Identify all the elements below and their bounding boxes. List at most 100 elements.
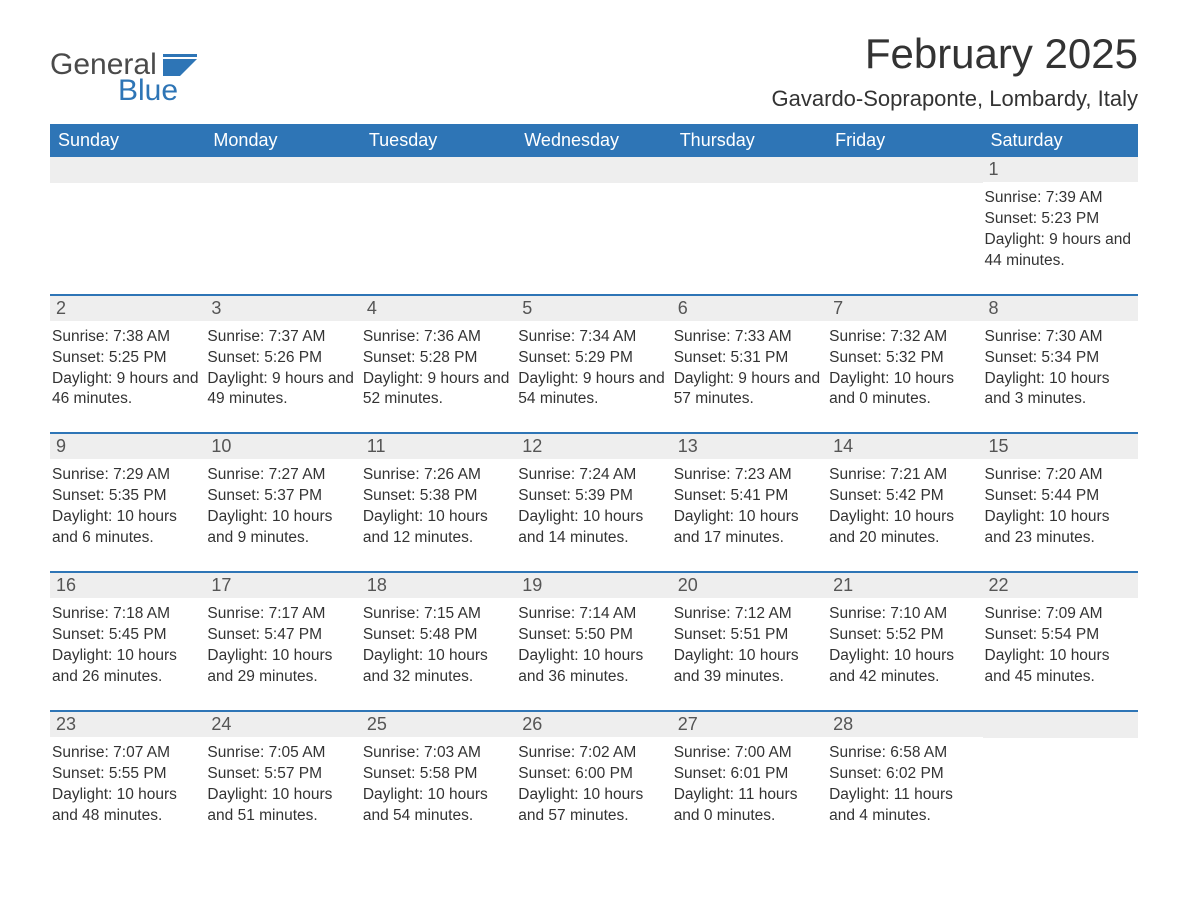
day-number [983, 712, 1138, 738]
sunrise-text: Sunrise: 7:05 AM [207, 743, 356, 764]
day-number: 3 [205, 296, 360, 321]
daylight-text: Daylight: 10 hours and 42 minutes. [829, 646, 978, 688]
sunset-text: Sunset: 5:52 PM [829, 625, 978, 646]
week-row: 16Sunrise: 7:18 AMSunset: 5:45 PMDayligh… [50, 571, 1138, 688]
sunset-text: Sunset: 5:51 PM [674, 625, 823, 646]
day-cell: 19Sunrise: 7:14 AMSunset: 5:50 PMDayligh… [516, 573, 671, 688]
weekday-header: Wednesday [516, 124, 671, 157]
day-number: 19 [516, 573, 671, 598]
day-cell: 17Sunrise: 7:17 AMSunset: 5:47 PMDayligh… [205, 573, 360, 688]
day-number: 25 [361, 712, 516, 737]
sunset-text: Sunset: 5:28 PM [363, 348, 512, 369]
day-cell [516, 157, 671, 272]
day-number: 5 [516, 296, 671, 321]
sunrise-text: Sunrise: 7:02 AM [518, 743, 667, 764]
weeks-container: 1Sunrise: 7:39 AMSunset: 5:23 PMDaylight… [50, 157, 1138, 826]
day-details: Sunrise: 7:36 AMSunset: 5:28 PMDaylight:… [361, 321, 516, 411]
location-subtitle: Gavardo-Sopraponte, Lombardy, Italy [772, 86, 1138, 112]
day-details: Sunrise: 7:15 AMSunset: 5:48 PMDaylight:… [361, 598, 516, 688]
weekday-header: Monday [205, 124, 360, 157]
day-number [516, 157, 671, 183]
sunset-text: Sunset: 5:55 PM [52, 764, 201, 785]
day-number: 1 [983, 157, 1138, 182]
day-details: Sunrise: 7:32 AMSunset: 5:32 PMDaylight:… [827, 321, 982, 411]
day-details: Sunrise: 7:12 AMSunset: 5:51 PMDaylight:… [672, 598, 827, 688]
sunrise-text: Sunrise: 7:32 AM [829, 327, 978, 348]
sunset-text: Sunset: 5:45 PM [52, 625, 201, 646]
day-number: 20 [672, 573, 827, 598]
weekday-header: Saturday [983, 124, 1138, 157]
sunset-text: Sunset: 5:37 PM [207, 486, 356, 507]
day-details: Sunrise: 7:07 AMSunset: 5:55 PMDaylight:… [50, 737, 205, 827]
day-number [50, 157, 205, 183]
day-details: Sunrise: 7:39 AMSunset: 5:23 PMDaylight:… [983, 182, 1138, 272]
day-details: Sunrise: 7:33 AMSunset: 5:31 PMDaylight:… [672, 321, 827, 411]
day-number: 6 [672, 296, 827, 321]
week-row: 23Sunrise: 7:07 AMSunset: 5:55 PMDayligh… [50, 710, 1138, 827]
sunrise-text: Sunrise: 7:30 AM [985, 327, 1134, 348]
day-details: Sunrise: 7:24 AMSunset: 5:39 PMDaylight:… [516, 459, 671, 549]
sunrise-text: Sunrise: 7:34 AM [518, 327, 667, 348]
day-number [361, 157, 516, 183]
sunrise-text: Sunrise: 7:36 AM [363, 327, 512, 348]
day-details: Sunrise: 7:34 AMSunset: 5:29 PMDaylight:… [516, 321, 671, 411]
day-number: 10 [205, 434, 360, 459]
daylight-text: Daylight: 11 hours and 0 minutes. [674, 785, 823, 827]
day-number: 28 [827, 712, 982, 737]
sunrise-text: Sunrise: 7:12 AM [674, 604, 823, 625]
sunset-text: Sunset: 5:50 PM [518, 625, 667, 646]
day-cell: 15Sunrise: 7:20 AMSunset: 5:44 PMDayligh… [983, 434, 1138, 549]
day-details: Sunrise: 7:38 AMSunset: 5:25 PMDaylight:… [50, 321, 205, 411]
day-number: 11 [361, 434, 516, 459]
day-number: 12 [516, 434, 671, 459]
day-number: 8 [983, 296, 1138, 321]
sunset-text: Sunset: 5:54 PM [985, 625, 1134, 646]
sunset-text: Sunset: 5:47 PM [207, 625, 356, 646]
daylight-text: Daylight: 10 hours and 3 minutes. [985, 369, 1134, 411]
day-cell [361, 157, 516, 272]
day-number: 4 [361, 296, 516, 321]
day-number: 21 [827, 573, 982, 598]
daylight-text: Daylight: 10 hours and 57 minutes. [518, 785, 667, 827]
day-details: Sunrise: 7:03 AMSunset: 5:58 PMDaylight:… [361, 737, 516, 827]
sunrise-text: Sunrise: 7:03 AM [363, 743, 512, 764]
brand-logo: General Blue [50, 48, 197, 108]
day-details: Sunrise: 7:21 AMSunset: 5:42 PMDaylight:… [827, 459, 982, 549]
daylight-text: Daylight: 10 hours and 26 minutes. [52, 646, 201, 688]
sunset-text: Sunset: 5:44 PM [985, 486, 1134, 507]
sunset-text: Sunset: 6:02 PM [829, 764, 978, 785]
day-cell: 6Sunrise: 7:33 AMSunset: 5:31 PMDaylight… [672, 296, 827, 411]
day-cell: 24Sunrise: 7:05 AMSunset: 5:57 PMDayligh… [205, 712, 360, 827]
day-cell: 27Sunrise: 7:00 AMSunset: 6:01 PMDayligh… [672, 712, 827, 827]
day-number: 22 [983, 573, 1138, 598]
sunset-text: Sunset: 5:35 PM [52, 486, 201, 507]
day-cell: 4Sunrise: 7:36 AMSunset: 5:28 PMDaylight… [361, 296, 516, 411]
weekday-header-row: Sunday Monday Tuesday Wednesday Thursday… [50, 124, 1138, 157]
day-cell [50, 157, 205, 272]
sunrise-text: Sunrise: 7:24 AM [518, 465, 667, 486]
day-number: 7 [827, 296, 982, 321]
daylight-text: Daylight: 10 hours and 48 minutes. [52, 785, 201, 827]
sunset-text: Sunset: 5:58 PM [363, 764, 512, 785]
brand-flag-icon [163, 54, 197, 76]
day-number: 15 [983, 434, 1138, 459]
day-cell: 23Sunrise: 7:07 AMSunset: 5:55 PMDayligh… [50, 712, 205, 827]
sunset-text: Sunset: 5:23 PM [985, 209, 1134, 230]
sunset-text: Sunset: 6:01 PM [674, 764, 823, 785]
daylight-text: Daylight: 10 hours and 51 minutes. [207, 785, 356, 827]
week-row: 9Sunrise: 7:29 AMSunset: 5:35 PMDaylight… [50, 432, 1138, 549]
day-number: 18 [361, 573, 516, 598]
sunset-text: Sunset: 5:29 PM [518, 348, 667, 369]
day-cell: 18Sunrise: 7:15 AMSunset: 5:48 PMDayligh… [361, 573, 516, 688]
day-details: Sunrise: 7:05 AMSunset: 5:57 PMDaylight:… [205, 737, 360, 827]
sunrise-text: Sunrise: 7:15 AM [363, 604, 512, 625]
weekday-header: Thursday [672, 124, 827, 157]
daylight-text: Daylight: 10 hours and 9 minutes. [207, 507, 356, 549]
day-details: Sunrise: 7:29 AMSunset: 5:35 PMDaylight:… [50, 459, 205, 549]
day-number: 16 [50, 573, 205, 598]
daylight-text: Daylight: 9 hours and 57 minutes. [674, 369, 823, 411]
weekday-header: Friday [827, 124, 982, 157]
day-number [672, 157, 827, 183]
daylight-text: Daylight: 10 hours and 36 minutes. [518, 646, 667, 688]
sunrise-text: Sunrise: 7:20 AM [985, 465, 1134, 486]
